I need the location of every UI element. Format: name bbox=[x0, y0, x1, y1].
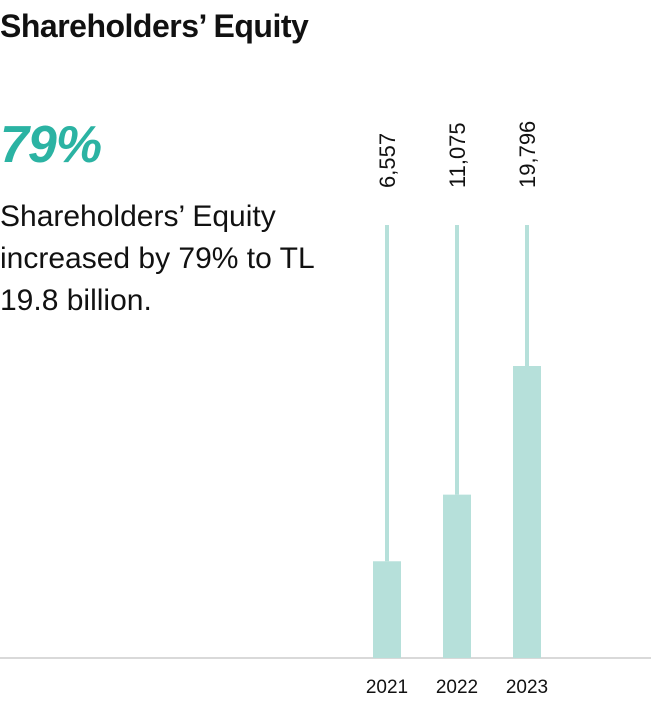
bar bbox=[443, 494, 471, 658]
bar bbox=[373, 561, 401, 658]
highlight-description: Shareholders’ Equity increased by 79% to… bbox=[0, 200, 314, 317]
x-tick-label: 2022 bbox=[436, 677, 478, 698]
bar bbox=[513, 366, 541, 658]
bar-leader-line bbox=[385, 225, 389, 562]
bar-leader-line bbox=[455, 225, 459, 495]
data-label: 11,075 bbox=[445, 122, 470, 188]
highlight-stat: 79% bbox=[0, 116, 102, 174]
chart-title: Shareholders’ Equity bbox=[0, 8, 309, 44]
x-tick-label: 2021 bbox=[366, 677, 408, 698]
data-label: 19,796 bbox=[515, 121, 540, 188]
bar-leader-line bbox=[525, 225, 529, 366]
x-tick-label: 2023 bbox=[506, 677, 548, 698]
data-label: 6,557 bbox=[375, 133, 400, 188]
